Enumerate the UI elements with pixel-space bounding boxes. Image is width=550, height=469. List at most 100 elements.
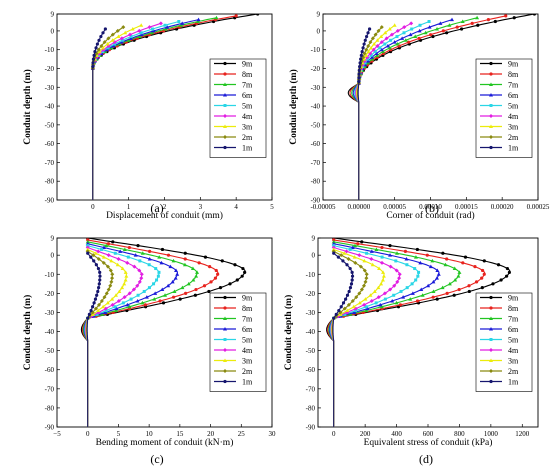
- series-marker-7m: [475, 15, 480, 20]
- series-marker-7m: [447, 281, 452, 286]
- series-marker-1m: [97, 286, 101, 290]
- series-marker-4m: [137, 28, 142, 33]
- y-tick-label: -70: [311, 159, 321, 167]
- chart-panel-4: 0 200 400 600 800 1000 1200 9 0 -10 -20 -30 -40 -50 -6…: [283, 235, 539, 466]
- series-marker-6m: [170, 279, 175, 284]
- x-tick-label: 0.00000: [347, 203, 370, 211]
- series-marker-9m: [136, 244, 140, 248]
- series-marker-1m: [91, 305, 95, 309]
- legend-label-4m: 4m: [508, 346, 519, 355]
- series-marker-6m: [139, 32, 144, 37]
- series-marker-5m: [157, 270, 161, 274]
- legend-marker-2m: [223, 135, 227, 139]
- series-marker-3m: [101, 45, 106, 50]
- y-tick-label: -40: [45, 103, 55, 111]
- series-marker-8m: [143, 303, 147, 307]
- series-marker-6m: [180, 21, 185, 25]
- series-marker-1m: [86, 316, 90, 320]
- plot-frame: [56, 237, 273, 428]
- series-marker-7m: [394, 300, 399, 305]
- series-marker-5m: [177, 20, 181, 24]
- series-marker-6m: [352, 310, 357, 314]
- series-marker-2m: [363, 279, 368, 284]
- legend-label-7m: 7m: [242, 81, 253, 90]
- series-marker-7m: [171, 258, 176, 263]
- series-marker-5m: [364, 305, 368, 309]
- series-marker-4m: [395, 28, 400, 33]
- series-marker-5m: [343, 312, 347, 316]
- x-tick-label: −5: [53, 430, 61, 438]
- series-marker-8m: [214, 268, 218, 273]
- series-marker-3m: [375, 38, 380, 42]
- series-marker-1m: [97, 38, 101, 42]
- legend-marker-3m: [489, 358, 493, 362]
- series-marker-3m: [101, 255, 106, 259]
- series-marker-6m: [370, 55, 375, 59]
- series-marker-7m: [126, 38, 131, 42]
- series-marker-5m: [152, 282, 156, 286]
- y-tick-label: -60: [45, 140, 55, 148]
- legend-box: [475, 58, 533, 158]
- series-marker-1m: [349, 282, 354, 286]
- series-marker-2m: [357, 291, 362, 296]
- series-marker-6m: [144, 295, 149, 299]
- series-marker-3m: [123, 278, 128, 282]
- series-marker-9m: [161, 301, 166, 305]
- legend-marker-5m: [489, 104, 493, 107]
- x-tick-label: 25: [238, 430, 246, 438]
- series-marker-2m: [108, 268, 113, 273]
- series-marker-7m: [182, 262, 187, 267]
- series-marker-3m: [379, 34, 384, 39]
- legend-marker-7m: [489, 82, 493, 86]
- series-line-3m: [331, 248, 385, 427]
- series-marker-5m: [101, 50, 105, 54]
- series-marker-1m: [334, 312, 338, 316]
- series-marker-3m: [113, 293, 118, 297]
- series-marker-8m: [213, 276, 218, 280]
- x-tick-label: 20: [207, 430, 215, 438]
- series-line-7m: [92, 17, 217, 200]
- series-marker-9m: [463, 255, 468, 259]
- series-marker-6m: [166, 283, 171, 288]
- series-marker-2m: [361, 283, 366, 288]
- series-marker-1m: [336, 255, 340, 259]
- series-marker-8m: [398, 303, 403, 307]
- series-marker-1m: [94, 263, 98, 267]
- series-line-6m: [83, 243, 178, 427]
- legend-label-9m: 9m: [508, 60, 519, 69]
- series-marker-9m: [203, 255, 208, 259]
- legend-marker-1m: [489, 145, 493, 150]
- series-marker-4m: [344, 249, 349, 254]
- series-marker-9m: [504, 274, 509, 278]
- series-marker-7m: [114, 308, 119, 313]
- series-marker-5m: [395, 35, 399, 39]
- series-marker-3m: [109, 258, 114, 263]
- x-tick-label: 5: [117, 430, 121, 438]
- legend-label-2m: 2m: [508, 133, 519, 142]
- series-marker-2m: [93, 306, 98, 311]
- series-marker-8m: [209, 280, 213, 284]
- y-tick-label: -30: [45, 309, 55, 317]
- series-marker-8m: [504, 14, 508, 18]
- series-marker-5m: [383, 297, 387, 301]
- y-tick-label: -90: [45, 424, 55, 432]
- series-marker-5m: [413, 267, 417, 271]
- series-marker-3m: [370, 262, 375, 267]
- y-tick-label: 9: [51, 11, 55, 19]
- series-marker-6m: [350, 245, 355, 250]
- series-marker-8m: [106, 242, 111, 246]
- series-marker-3m: [383, 30, 388, 35]
- legend-label-8m: 8m: [242, 70, 253, 79]
- series-marker-8m: [481, 268, 485, 273]
- legend-label-6m: 6m: [242, 325, 253, 334]
- x-tick-label: 1000: [484, 430, 499, 438]
- series-marker-4m: [379, 260, 384, 265]
- series-marker-2m: [364, 47, 369, 52]
- series-marker-4m: [116, 257, 121, 261]
- y-tick-label: 0: [317, 27, 321, 35]
- y-tick-label: -20: [311, 65, 321, 73]
- series-marker-5m: [392, 293, 396, 297]
- series-marker-6m: [385, 43, 390, 48]
- series-marker-6m: [133, 253, 138, 257]
- series-marker-2m: [109, 279, 114, 284]
